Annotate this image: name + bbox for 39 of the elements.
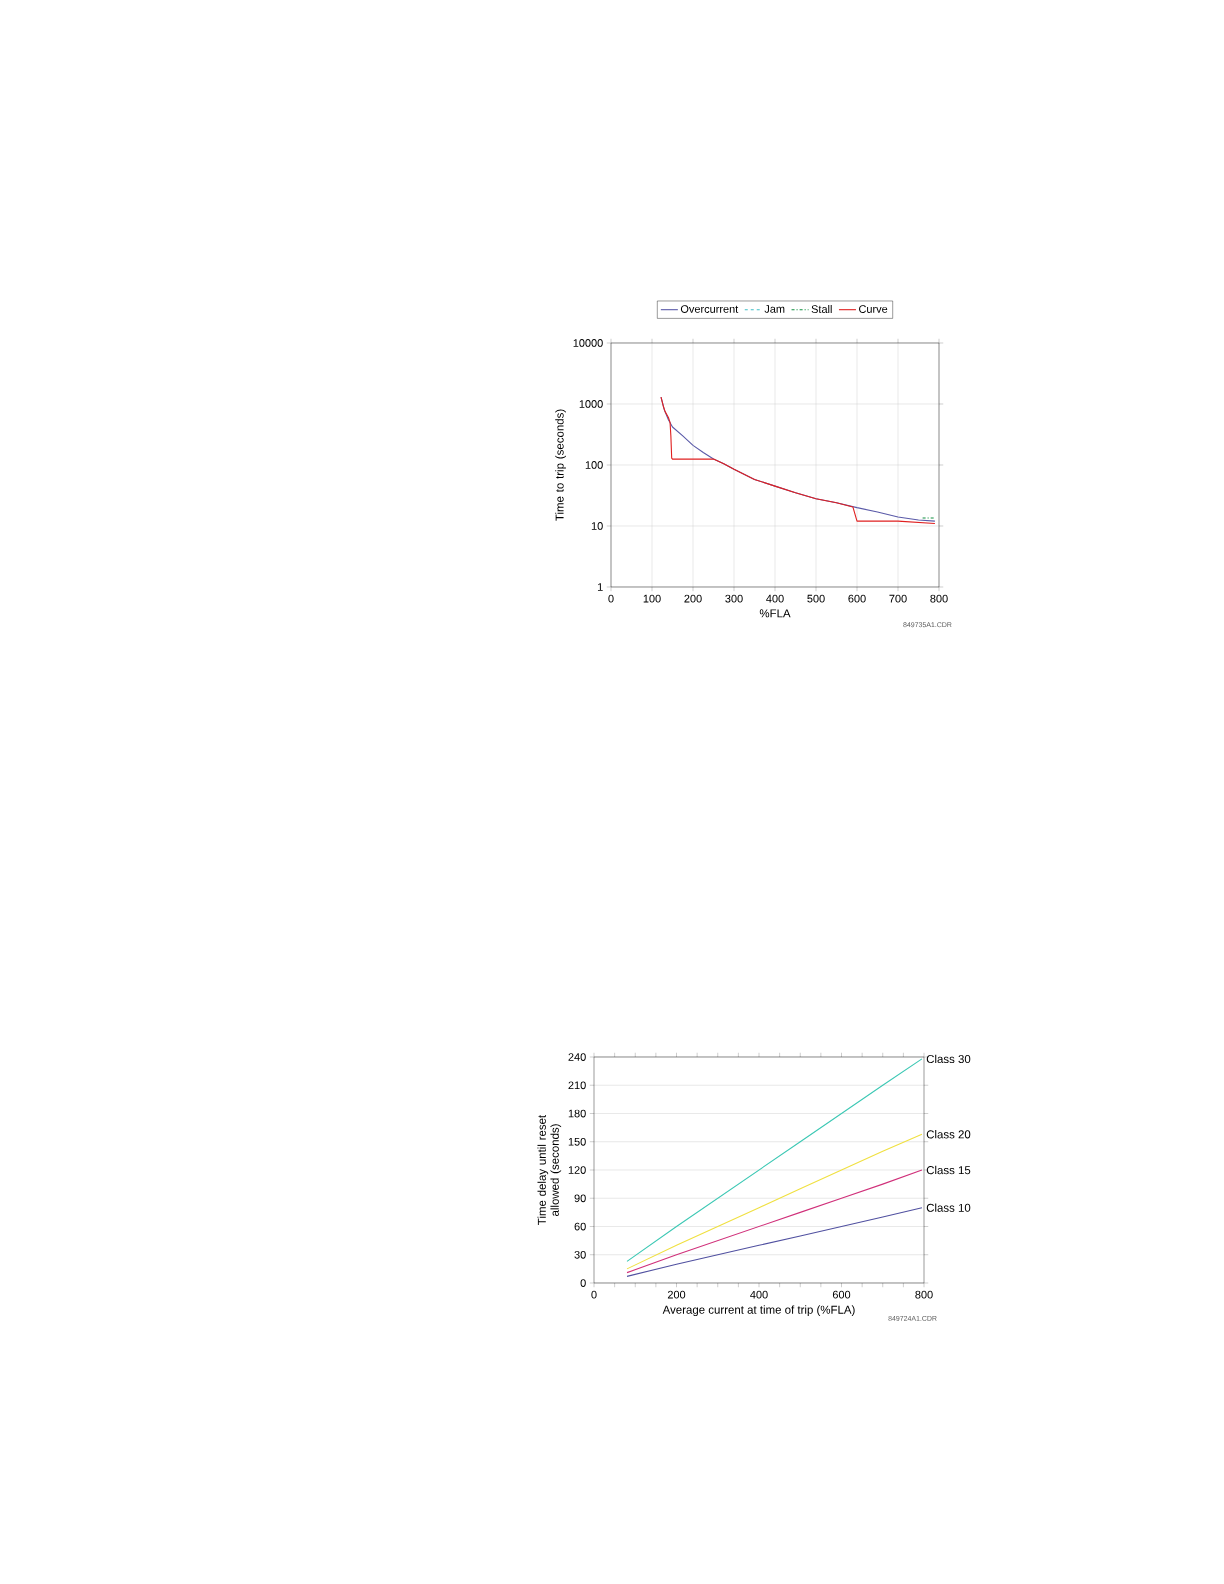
x-tick-label: 800 xyxy=(930,594,948,603)
y-tick-label: 10000 xyxy=(573,339,603,347)
y-tick-label: 90 xyxy=(574,1194,586,1203)
x-tick-label: 100 xyxy=(643,594,661,603)
y-tick-label: 180 xyxy=(568,1109,586,1118)
y-tick-label: 60 xyxy=(574,1222,586,1231)
y-tick-label: 150 xyxy=(568,1137,586,1146)
y-tick-label: 120 xyxy=(568,1166,586,1174)
x-tick-label: 500 xyxy=(807,594,825,603)
legend-label: Overcurrent xyxy=(680,305,739,313)
y-axis-title: Time to trip (seconds) xyxy=(555,409,566,521)
x-tick-label: 200 xyxy=(667,1290,686,1299)
legend-label: Curve xyxy=(859,305,888,313)
x-tick-label: 600 xyxy=(848,594,866,603)
series-label: Class 15 xyxy=(926,1165,971,1175)
x-tick-label: 600 xyxy=(832,1290,851,1299)
y-tick-label: 10 xyxy=(591,522,603,530)
series-label: Class 10 xyxy=(926,1203,971,1212)
series-label: Class 30 xyxy=(926,1054,971,1064)
y-axis-title: Time delay until reset allowed (seconds) xyxy=(537,1114,562,1225)
legend-label: Jam xyxy=(764,305,785,313)
y-tick-label: 100 xyxy=(585,461,603,469)
x-tick-label: 300 xyxy=(725,594,743,603)
x-tick-label: 800 xyxy=(915,1290,933,1299)
x-tick-label: 200 xyxy=(684,594,702,603)
x-tick-label: 400 xyxy=(750,1290,768,1299)
legend-label: Stall xyxy=(811,304,832,314)
y-tick-label: 0 xyxy=(580,1279,586,1287)
x-tick-label: 700 xyxy=(889,594,907,603)
x-tick-label: 0 xyxy=(608,594,614,603)
x-axis-title: %FLA xyxy=(759,609,791,618)
y-tick-label: 1000 xyxy=(579,400,603,408)
y-tick-label: 1 xyxy=(597,583,603,591)
series-label: Class 20 xyxy=(926,1130,971,1139)
y-tick-label: 240 xyxy=(568,1053,586,1061)
y-tick-label: 210 xyxy=(568,1081,586,1090)
y-tick-label: 30 xyxy=(574,1250,586,1259)
x-axis-title: Average current at time of trip (%FLA) xyxy=(662,1305,855,1317)
x-tick-label: 400 xyxy=(766,594,784,603)
